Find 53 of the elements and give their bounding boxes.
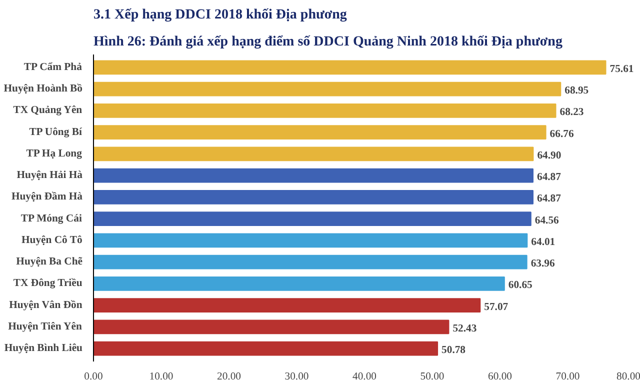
data-label: 64.90 [537, 150, 562, 162]
y-tick-label: Huyện Bình Liêu [4, 343, 83, 354]
data-label: 50.78 [442, 345, 466, 356]
bar [94, 146, 534, 162]
bar [94, 298, 481, 312]
bar [94, 254, 528, 270]
y-tick-label: Huyện Tiên Yên [8, 321, 82, 332]
y-tick-label: Huyện Đầm Hà [11, 192, 84, 203]
y-tick-label: Huyện Hải Hà [16, 170, 84, 182]
data-label: 66.76 [550, 128, 574, 140]
data-label: 57.07 [484, 302, 509, 313]
bar [94, 168, 534, 183]
x-tick-label: 0.00 [84, 372, 103, 382]
bar [94, 341, 438, 356]
data-label: 64.87 [536, 194, 562, 205]
x-tick-label: 70.00 [556, 372, 580, 382]
data-label: 60.65 [508, 280, 532, 292]
data-label: 64.87 [536, 172, 562, 184]
y-tick-label: Huyện Cô Tô [22, 234, 82, 246]
bar [94, 190, 534, 204]
bar [94, 320, 450, 334]
data-label: 75.61 [610, 64, 634, 75]
data-label: 68.95 [564, 86, 589, 97]
bar [94, 233, 528, 248]
x-tick-label: 30.00 [284, 372, 309, 382]
bar [94, 125, 546, 140]
y-tick-label: TP Uông Bí [29, 126, 83, 138]
bar [94, 212, 532, 226]
y-tick-label: TP Móng Cái [20, 213, 82, 224]
y-tick-label: TX Quảng Yên [13, 105, 82, 116]
x-tick-label: 40.00 [352, 372, 376, 382]
x-tick-label: 50.00 [420, 372, 444, 382]
bar [94, 82, 562, 96]
bar [94, 60, 606, 75]
y-tick-label: Huyện Hoành Bồ [4, 84, 83, 95]
data-label: 63.96 [530, 258, 556, 270]
y-tick-label: Huyện Vân Đồn [9, 300, 82, 311]
x-tick-label: 20.00 [217, 372, 241, 382]
data-label: 68.23 [560, 107, 584, 118]
y-tick-label: TP Hạ Long [26, 148, 83, 160]
x-tick-label: 60.00 [488, 372, 512, 382]
x-tick-label: 80.00 [616, 372, 640, 382]
data-label: 64.56 [534, 215, 560, 226]
bar [94, 276, 505, 291]
data-label: 64.01 [531, 236, 556, 248]
chart-title: 3.1 Xếp hạng DDCI 2018 khối Địa phương [94, 8, 347, 22]
y-tick-label: Huyện Ba Chẽ [16, 256, 83, 268]
x-tick-label: 10.00 [149, 372, 174, 382]
data-label: 52.43 [452, 323, 477, 334]
bar [94, 104, 556, 118]
chart-subtitle: Hình 26: Đánh giá xếp hạng điểm số DDCI Quảng Ninh 2018 khối Địa phương [94, 34, 562, 50]
y-tick-label: TX Đông Triều [13, 278, 82, 290]
y-tick-label: TP Cẩm Phả [24, 62, 83, 73]
